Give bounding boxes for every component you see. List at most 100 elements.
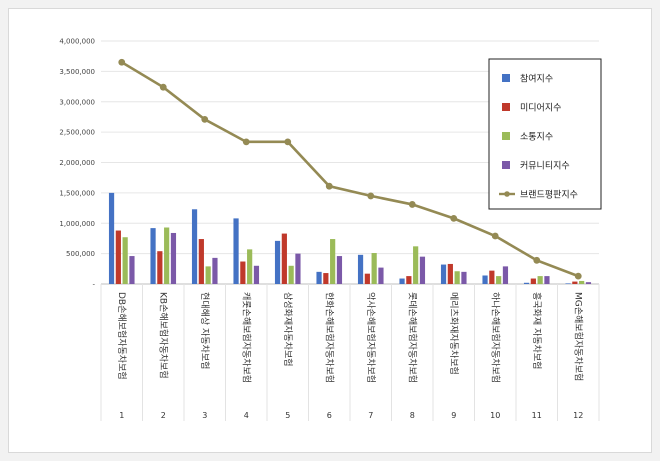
bar <box>544 276 550 284</box>
bar <box>419 256 426 284</box>
line-point <box>367 192 375 200</box>
legend-swatch <box>502 103 510 111</box>
line-point <box>574 272 582 280</box>
rank-label: 10 <box>490 411 500 420</box>
rank-label: 2 <box>161 411 166 420</box>
y-tick-label: 2,500,000 <box>59 129 95 137</box>
brand-reputation-chart: - 500,000 1,000,000 1,500,000 2,000,000 2,500… <box>59 38 602 421</box>
rank-label: 7 <box>368 411 373 420</box>
bar <box>323 273 329 284</box>
line-point <box>450 214 458 222</box>
x-tick-label: 한화손해보험자동차보험 <box>323 292 335 383</box>
bar <box>378 267 384 284</box>
bar <box>295 253 301 284</box>
bar <box>572 281 578 284</box>
bar <box>288 265 294 284</box>
line-series <box>118 58 582 280</box>
bar <box>461 271 467 284</box>
bar <box>330 239 336 284</box>
line-point <box>118 58 126 66</box>
legend-label: 미디어지수 <box>520 103 561 114</box>
bar <box>198 239 204 284</box>
rank-label: 11 <box>532 411 542 420</box>
y-axis-ticks: - 500,000 1,000,000 1,500,000 2,000,000 2,500… <box>59 38 95 289</box>
legend-swatch <box>502 74 510 82</box>
line-point <box>325 182 333 190</box>
bar <box>399 278 405 284</box>
bar <box>247 249 253 284</box>
line-point <box>491 232 499 240</box>
bar <box>191 209 198 284</box>
rank-label: 3 <box>202 411 207 420</box>
legend-label: 커뮤니티지수 <box>520 161 570 172</box>
rank-label: 12 <box>573 411 583 420</box>
legend-swatch <box>502 161 510 169</box>
x-tick-label: 하나손해보험자동차보험 <box>489 292 501 383</box>
y-tick-label: 500,000 <box>66 250 95 258</box>
rank-label: 4 <box>244 411 249 420</box>
x-tick-label: 현대해상 자동차보험 <box>199 292 211 369</box>
bar <box>489 270 495 284</box>
rank-label: 9 <box>451 411 456 420</box>
x-tick-label: 삼성화재자동차보험 <box>282 292 294 367</box>
legend-label: 참여지수 <box>520 73 553 85</box>
bar <box>281 233 287 284</box>
brand-index-line <box>121 61 579 278</box>
bar <box>240 261 246 284</box>
bar <box>253 265 260 284</box>
chart-frame: - 500,000 1,000,000 1,500,000 2,000,000 2,500… <box>8 8 652 453</box>
line-point <box>242 138 250 146</box>
bar <box>523 282 530 284</box>
bar <box>440 264 447 284</box>
line-point <box>408 201 416 208</box>
y-tick-label: 4,000,000 <box>59 38 95 46</box>
bar <box>205 266 211 284</box>
x-tick-label: KB손해보험자동차보험 <box>157 292 169 379</box>
bar <box>336 256 343 284</box>
y-tick-label: 2,000,000 <box>59 159 95 167</box>
bar <box>150 228 156 284</box>
bar <box>406 276 412 284</box>
y-tick-label: 3,500,000 <box>59 68 95 76</box>
bar <box>157 251 163 284</box>
bar <box>482 275 488 284</box>
legend-label: 소통지수 <box>520 132 553 143</box>
bar <box>170 232 177 284</box>
rank-label: 5 <box>285 411 290 420</box>
x-tick-label: DB손해보험자동차보험 <box>116 292 128 380</box>
bar <box>454 271 460 284</box>
rank-label: 6 <box>327 411 332 420</box>
bar <box>164 227 170 284</box>
legend-swatch <box>502 132 510 140</box>
y-tick-label: - <box>92 281 95 289</box>
bar <box>413 246 419 284</box>
x-tick-label: 캐롯손해보험자동차보험 <box>240 292 252 383</box>
line-point <box>159 83 167 91</box>
y-tick-label: 3,000,000 <box>59 98 95 106</box>
bar <box>115 230 121 284</box>
bar <box>537 276 543 284</box>
bar <box>579 280 585 284</box>
legend-label: 브랜드평판지수 <box>520 190 578 201</box>
bar <box>364 273 370 284</box>
line-point <box>201 115 209 123</box>
line-point <box>533 256 541 264</box>
x-tick-label: 흥국화재 자동차보험 <box>531 292 543 369</box>
bar <box>585 282 592 284</box>
x-axis-labels: DB손해보험자동차보험 1 KB손해보험자동차보험 2 현대해상 자동차보험 3 캐롯손해보… <box>116 292 585 420</box>
bar <box>212 257 218 284</box>
bar <box>316 271 322 284</box>
bar <box>129 256 135 284</box>
bar <box>496 276 502 284</box>
bar <box>447 263 453 284</box>
y-tick-label: 1,500,000 <box>59 189 95 197</box>
bar <box>530 278 536 284</box>
x-tick-label: MG손해보험자동차보험 <box>572 292 584 381</box>
rank-label: 8 <box>410 411 415 420</box>
bar <box>357 254 364 284</box>
x-tick-label: 메리츠화재자동차보험 <box>448 292 460 375</box>
bar <box>502 266 509 284</box>
y-tick-label: 1,000,000 <box>59 220 95 228</box>
legend-swatch-marker <box>504 191 510 197</box>
